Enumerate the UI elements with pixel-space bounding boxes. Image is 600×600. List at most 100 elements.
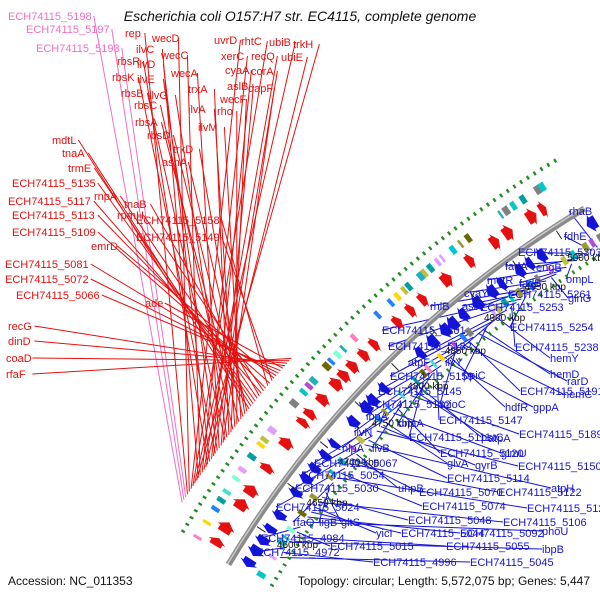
gene-label-reverse: ECH74115_5030 xyxy=(295,483,379,495)
leader-line xyxy=(376,430,519,467)
leader-line xyxy=(174,94,228,438)
gene-label-reverse: ECH74115_5238 xyxy=(515,342,599,354)
gene-label-reverse: fadB xyxy=(519,278,542,290)
outer-dot-marker xyxy=(355,309,361,315)
left-gene-labels: ECH74115_5198ECH74115_5197ECH74115_5193r… xyxy=(5,11,313,381)
reverse-gene-arrow xyxy=(446,315,461,332)
leader-line xyxy=(482,328,551,375)
leader-line xyxy=(196,72,220,449)
gene-label-reverse: hemY xyxy=(550,353,579,365)
annotation-block xyxy=(533,274,543,284)
gene-label-reverse: rarD xyxy=(567,376,588,388)
gene-label-reverse: ECH74115_5159 xyxy=(390,371,474,383)
reverse-gene-arrow xyxy=(298,471,314,486)
kbp-tick-label: 5000 kbp xyxy=(567,253,600,264)
leader-line xyxy=(164,302,283,369)
annotation-block xyxy=(276,537,288,548)
forward-gene-arrow xyxy=(415,292,430,307)
outer-dot-marker xyxy=(289,379,295,385)
outer-dot-marker xyxy=(434,240,439,246)
outer-dot-marker xyxy=(512,184,517,189)
gene-label-forward: ubiE xyxy=(281,52,303,64)
gene-label-reverse: metR xyxy=(487,275,513,287)
inner-dot-marker xyxy=(352,466,358,471)
gene-label-forward: coaD xyxy=(6,353,32,365)
annotation-block xyxy=(286,525,296,534)
leader-line xyxy=(90,278,279,374)
leader-line xyxy=(97,182,256,402)
annotation-block xyxy=(216,495,227,505)
annotation-block xyxy=(518,194,528,205)
inner-dot-marker xyxy=(506,316,511,321)
inner-dot-marker xyxy=(591,257,596,262)
forward-gene-arrow xyxy=(302,407,318,421)
gene-label-reverse: gppA xyxy=(533,402,559,414)
annotation-block xyxy=(404,281,414,292)
annotation-block xyxy=(349,333,359,343)
outer-dot-marker xyxy=(519,179,524,185)
gene-label-reverse: ECH74115_5132 xyxy=(367,399,451,411)
map-title: Escherichia coli O157:H7 str. EC4115, co… xyxy=(123,8,477,24)
annotation-block xyxy=(326,357,336,366)
backbone-arc xyxy=(225,205,586,566)
gene-label-forward: emrD xyxy=(91,241,118,253)
kbp-tick-mark xyxy=(287,482,296,490)
forward-gene-arrow xyxy=(523,208,537,225)
gene-label-reverse: ilvY xyxy=(445,357,463,369)
annotation-block xyxy=(450,340,459,350)
inner-dot-marker xyxy=(525,302,530,307)
gene-label-reverse: hemC xyxy=(563,389,592,401)
reverse-gene-arrow xyxy=(377,381,392,396)
kbp-tick-mark xyxy=(429,326,438,335)
outer-dot-marker xyxy=(229,455,235,460)
leader-line xyxy=(293,536,447,547)
gene-label-forward: ilvA xyxy=(188,104,206,116)
gene-label-reverse: ECH74115_5145 xyxy=(378,386,462,398)
annotation-block xyxy=(419,268,429,278)
reverse-gene-arrow xyxy=(306,461,323,475)
annotation-block xyxy=(397,391,406,400)
leader-line xyxy=(463,344,564,395)
gene-label-forward: rpmH xyxy=(117,210,144,222)
reverse-gene-arrow xyxy=(426,333,441,349)
gene-label-forward: ECH74115_5113 xyxy=(12,210,95,222)
leader-line xyxy=(352,458,420,493)
reverse-gene-arrow xyxy=(486,283,500,300)
outer-dot-marker xyxy=(206,488,212,493)
inner-dot-marker xyxy=(463,352,468,357)
reverse-gene-arrow xyxy=(345,414,361,429)
inner-dot-marker xyxy=(273,576,279,581)
reverse-gene-arrow xyxy=(247,543,265,557)
leader-line xyxy=(477,332,568,382)
leader-line xyxy=(348,463,499,493)
outer-dot-marker xyxy=(367,298,372,304)
gene-label-reverse: atpA xyxy=(488,433,511,445)
leader-line xyxy=(119,195,258,399)
annotation-block xyxy=(237,465,248,475)
inner-dot-marker xyxy=(378,436,384,441)
inner-dot-marker xyxy=(445,368,451,373)
gene-label-forward: rho xyxy=(217,106,233,118)
reverse-gene-arrow xyxy=(457,307,471,323)
annotation-block xyxy=(259,435,270,445)
leader-line xyxy=(368,439,448,479)
gene-label-forward: xerC xyxy=(221,51,244,63)
gene-label-forward: trmE xyxy=(68,163,91,175)
leader-line xyxy=(511,306,516,348)
annotation-block xyxy=(448,244,458,255)
leader-line xyxy=(32,357,292,375)
annotation-block xyxy=(288,398,300,409)
gene-label-forward: asnA xyxy=(162,157,188,169)
leader-line xyxy=(365,365,442,417)
outer-dot-marker xyxy=(274,398,279,403)
forward-gene-arrow xyxy=(259,462,275,475)
annotation-block xyxy=(438,254,447,263)
leader-line xyxy=(117,245,275,379)
gene-label-reverse: ECH74115_5015 xyxy=(330,541,414,553)
leader-line xyxy=(34,340,288,364)
reverse-gene-arrow xyxy=(586,215,600,232)
gene-label-reverse: ECH74115_5191 xyxy=(520,386,600,398)
gene-label-reverse: ECH74115_5189 xyxy=(519,429,600,441)
inner-dot-marker xyxy=(278,569,283,574)
inner-dot-marker xyxy=(368,448,373,453)
